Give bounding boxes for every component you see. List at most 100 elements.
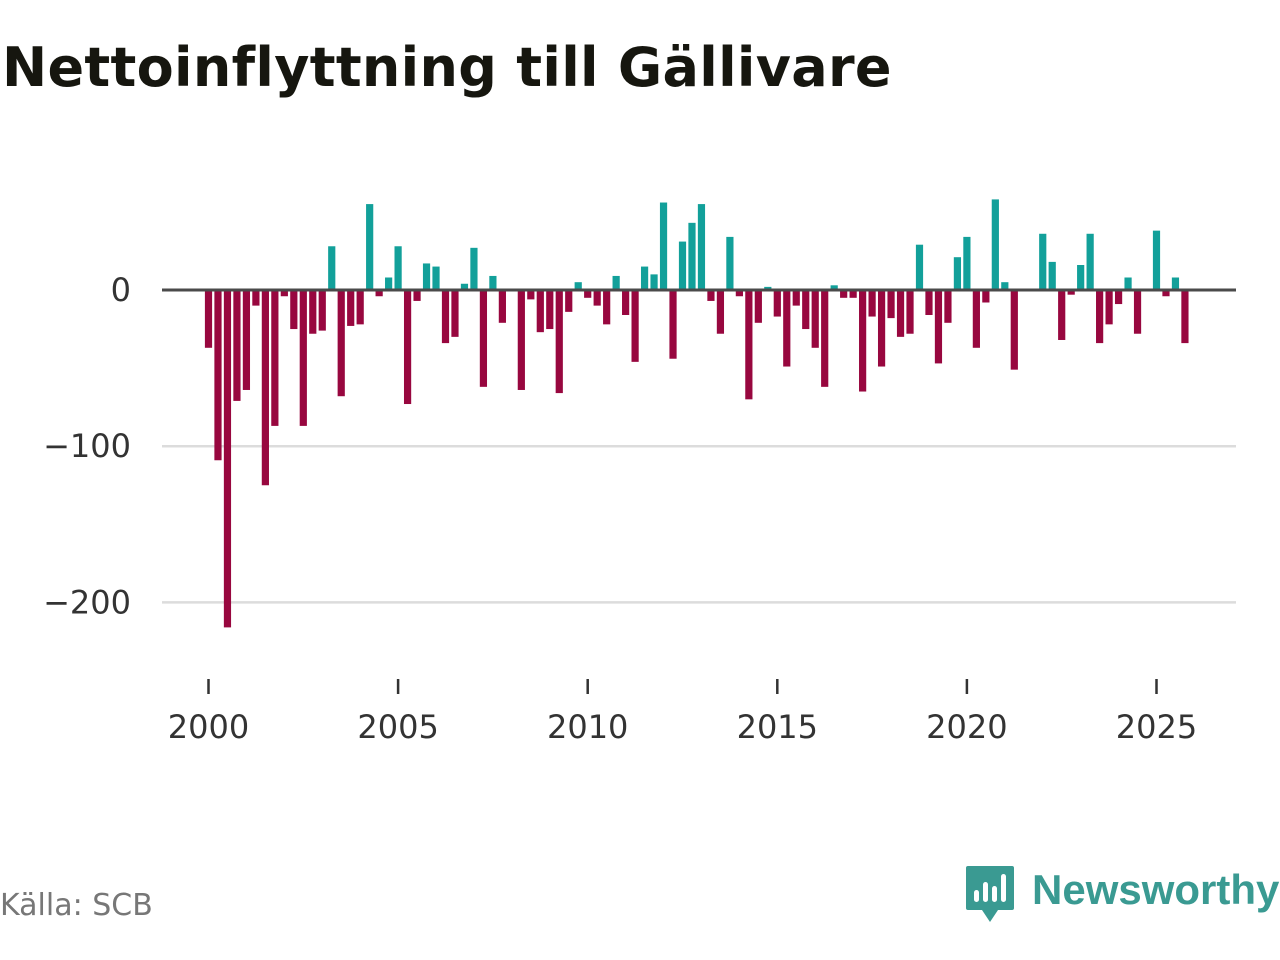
newsworthy-logo-icon: [966, 866, 1014, 922]
bar: [517, 290, 525, 390]
bar: [565, 290, 573, 312]
bar: [441, 290, 450, 344]
bar: [859, 290, 867, 392]
bar: [233, 290, 241, 401]
bar: [318, 290, 326, 331]
bar: [1067, 290, 1075, 295]
x-tick-label: 2005: [357, 708, 438, 746]
bar: [640, 266, 649, 290]
bar: [527, 290, 535, 300]
bar: [451, 290, 459, 337]
bar: [309, 290, 317, 334]
bar: [792, 290, 800, 306]
bar: [432, 266, 440, 290]
x-tick-label: 2000: [168, 708, 249, 746]
bar: [1162, 290, 1170, 297]
bar: [669, 290, 677, 359]
bar: [204, 290, 213, 348]
bar: [555, 290, 563, 394]
bar: [631, 290, 639, 362]
bar: [896, 290, 905, 337]
bar: [584, 290, 592, 298]
bar: [1114, 290, 1123, 305]
bar: [783, 290, 791, 367]
bar: [877, 290, 886, 367]
bar: [659, 202, 668, 290]
gridlines: [162, 444, 1236, 604]
bar: [1105, 290, 1113, 325]
bar: [242, 290, 251, 390]
bar: [925, 290, 933, 315]
bar: [498, 290, 506, 323]
bar: [650, 274, 658, 290]
bar: [1058, 290, 1066, 340]
x-tick-label: 2025: [1116, 708, 1197, 746]
bar: [754, 290, 762, 323]
bar: [422, 263, 431, 290]
bar: [915, 244, 924, 290]
bar: [1077, 265, 1085, 290]
bar: [394, 246, 402, 290]
bar: [982, 290, 990, 303]
bar: [214, 290, 222, 461]
bar: [280, 290, 288, 297]
y-axis: 0 −100 −200: [43, 271, 131, 621]
bar: [261, 290, 269, 486]
y-tick-label: 0: [111, 271, 131, 309]
bar: [1152, 230, 1161, 290]
brand-name: Newsworthy: [1032, 866, 1280, 913]
bar: [811, 290, 819, 348]
bar: [593, 290, 601, 306]
x-tick-label: 2015: [737, 708, 818, 746]
bar: [726, 236, 734, 290]
bar: [1039, 233, 1047, 290]
bar: [1001, 282, 1009, 290]
x-axis: 2000 2005 2010 2015 2020 2025: [168, 679, 1197, 746]
bar: [347, 290, 355, 326]
bar: [678, 241, 687, 290]
bar: [574, 282, 582, 290]
bar: [366, 204, 374, 290]
bar: [290, 290, 298, 330]
bar: [887, 290, 895, 319]
y-tick-label: −200: [43, 583, 131, 621]
bar: [375, 290, 383, 297]
bar: [868, 290, 876, 317]
bar: [688, 222, 696, 290]
bar: [403, 290, 412, 405]
bar: [697, 204, 706, 290]
bar: [413, 290, 421, 301]
bar: [849, 290, 857, 298]
bar: [840, 290, 848, 298]
bar: [479, 290, 488, 387]
bar: [934, 290, 943, 364]
newsworthy-logo[interactable]: Newsworthy: [964, 864, 1279, 926]
bar: [716, 290, 725, 334]
bar: [460, 283, 469, 290]
bar: [944, 290, 952, 323]
bar: [1010, 290, 1018, 370]
bar: [773, 290, 781, 317]
bar: [470, 247, 478, 290]
bar: [536, 290, 544, 333]
bar-chart: 2000 2005 2010 2015 2020 2025 0 −100 −200: [43, 199, 1236, 746]
bar: [337, 290, 345, 397]
bar: [223, 290, 232, 628]
bar: [821, 290, 829, 387]
bar: [299, 290, 307, 426]
bar: [707, 290, 715, 301]
bar: [972, 290, 980, 348]
bar: [735, 290, 743, 297]
bar: [830, 285, 838, 290]
bar: [546, 290, 554, 330]
source-note: Källa: SCB: [0, 888, 153, 923]
y-tick-label: −100: [43, 427, 131, 465]
bar: [328, 246, 336, 290]
bar: [1048, 261, 1056, 290]
bar: [764, 286, 772, 290]
bar: [622, 290, 630, 315]
bar: [612, 275, 620, 290]
bar: [385, 277, 393, 290]
bar: [271, 290, 279, 426]
chart-title: Nettoinflyttning till Gällivare: [2, 36, 892, 99]
